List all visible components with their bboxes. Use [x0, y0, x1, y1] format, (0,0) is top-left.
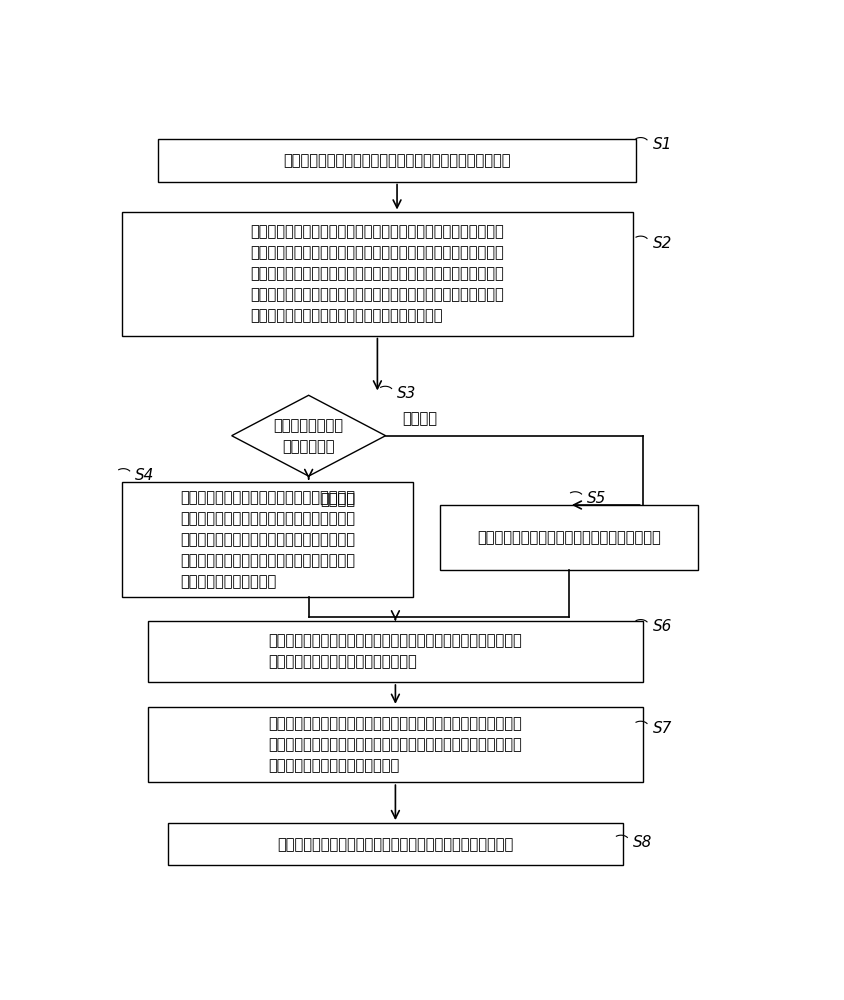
FancyBboxPatch shape — [439, 505, 697, 570]
Text: 处理器判断对额头
是否标定成功: 处理器判断对额头 是否标定成功 — [273, 418, 344, 454]
Text: 红外体温监控系统中的枪球摄像头采集监控区域的监控视频: 红外体温监控系统中的枪球摄像头采集监控区域的监控视频 — [283, 153, 510, 168]
Polygon shape — [231, 395, 385, 476]
FancyBboxPatch shape — [122, 482, 413, 597]
Text: S4: S4 — [135, 468, 154, 483]
Text: S7: S7 — [652, 721, 671, 736]
FancyBboxPatch shape — [168, 823, 622, 865]
FancyBboxPatch shape — [148, 620, 642, 682]
FancyBboxPatch shape — [122, 212, 632, 336]
FancyBboxPatch shape — [148, 707, 642, 782]
Text: 处理器根据坐标值控制球机对未测温人员以及疑似发热人员进行拍
摄，并将拍摄到的未测温人员以及疑似发热人员的当前人脸图像进
行放大得到当前人脸图像的放大图: 处理器根据坐标值控制球机对未测温人员以及疑似发热人员进行拍 摄，并将拍摄到的未测… — [268, 716, 522, 773]
Text: 处理器将人脸图像对应的人员确定为未测温人员: 处理器将人脸图像对应的人员确定为未测温人员 — [477, 530, 660, 545]
Text: 处理器将未测温人员以及疑似发热人员的放大图上传至服务器: 处理器将未测温人员以及疑似发热人员的放大图上传至服务器 — [277, 837, 513, 852]
Text: S6: S6 — [652, 619, 671, 634]
Text: S2: S2 — [652, 236, 671, 251]
Text: 标定成功: 标定成功 — [320, 492, 355, 507]
Text: S3: S3 — [397, 386, 416, 401]
Text: S8: S8 — [632, 835, 652, 850]
Text: 红外体温监控系统中的处理器根据监控视频对监控区域进行划分，
得到监控区域对应的测温区域以及非测温区域，处理器接收枪球摄
像头采集的测温区域的目标图像，并根据预设: 红外体温监控系统中的处理器根据监控视频对监控区域进行划分， 得到监控区域对应的测… — [250, 225, 504, 324]
FancyBboxPatch shape — [158, 139, 636, 182]
Text: 处理器利用红外体温监控系统对额头标定成功
的人脸图像进行体温检测，得到人脸图像对应
的人员的体温值，将体温值与预设的温度阈值
进行比较得到比较结果，根据比较结果: 处理器利用红外体温监控系统对额头标定成功 的人脸图像进行体温检测，得到人脸图像对… — [180, 490, 354, 589]
Text: S1: S1 — [652, 137, 671, 152]
Text: S5: S5 — [587, 491, 606, 506]
Text: 标定失败: 标定失败 — [402, 411, 436, 426]
Text: 红外体温监控系统中的多目标检测跟踪模块对未测温人员以及疑似
发热人员的坐标进行预算，得到坐标值: 红外体温监控系统中的多目标检测跟踪模块对未测温人员以及疑似 发热人员的坐标进行预… — [268, 633, 522, 669]
